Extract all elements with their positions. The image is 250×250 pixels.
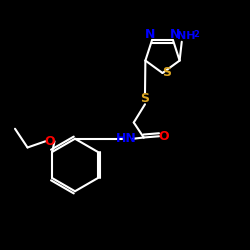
Text: 2: 2	[194, 30, 200, 40]
Text: N: N	[170, 28, 180, 42]
Text: S: S	[162, 66, 172, 80]
Text: N: N	[145, 28, 155, 42]
Text: HN: HN	[116, 132, 136, 145]
Text: O: O	[158, 130, 169, 143]
Text: O: O	[45, 135, 55, 148]
Text: NH: NH	[177, 31, 196, 41]
Text: S: S	[140, 92, 149, 105]
